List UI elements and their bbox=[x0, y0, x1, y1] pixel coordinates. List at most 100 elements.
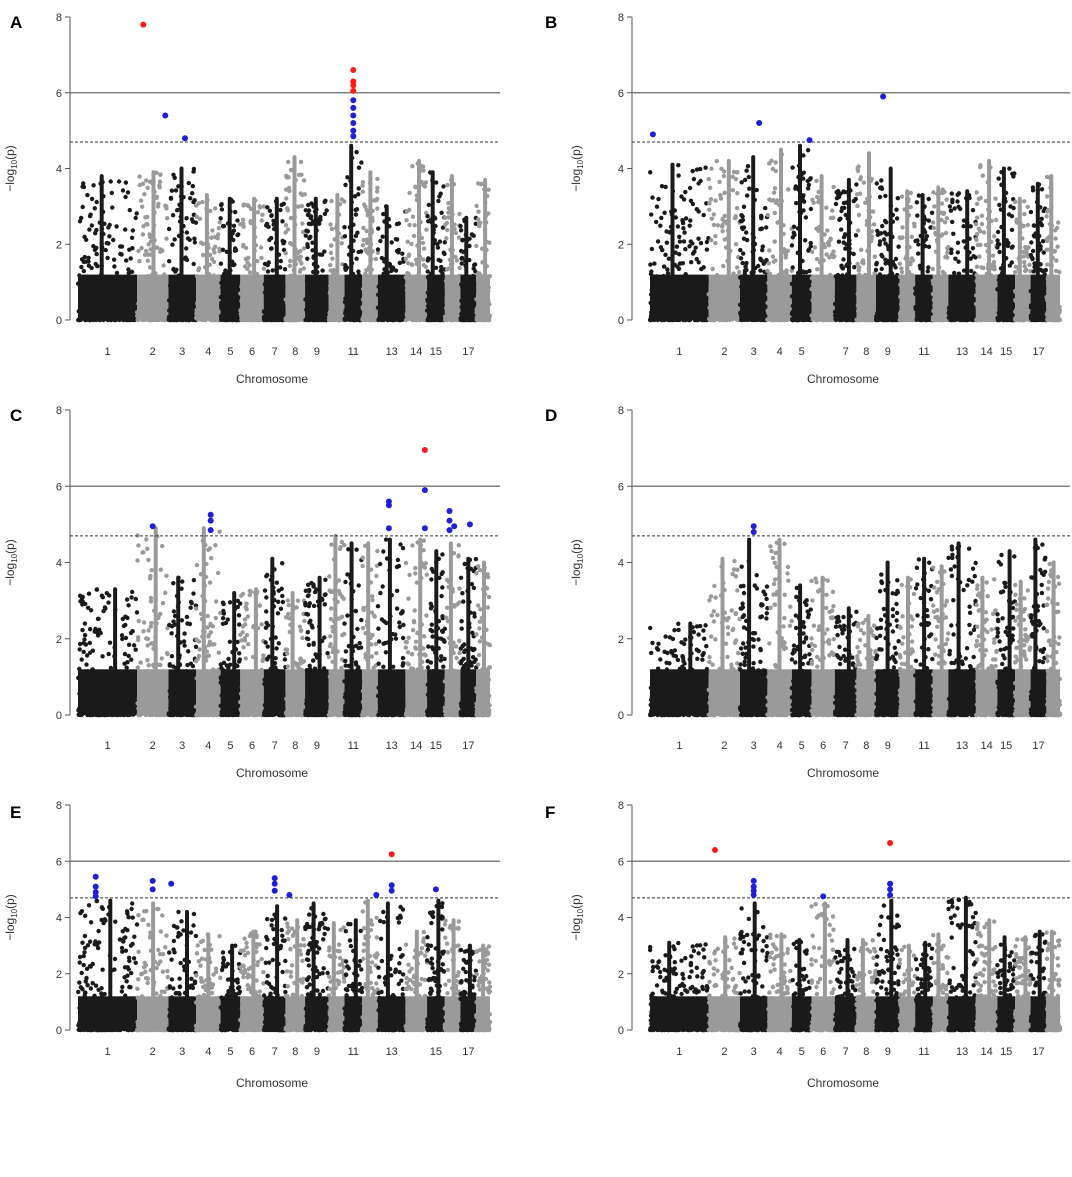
snp-point bbox=[169, 188, 175, 193]
snp-point bbox=[931, 220, 936, 225]
snp-point bbox=[738, 247, 743, 253]
snp-point bbox=[655, 239, 661, 244]
snp-point bbox=[740, 217, 746, 223]
snp-point bbox=[732, 215, 738, 221]
snp-point bbox=[406, 253, 411, 259]
snp-point bbox=[161, 263, 166, 268]
snp-point bbox=[373, 256, 379, 262]
suggestive-snp-point bbox=[182, 135, 188, 142]
suggestive-snp-point bbox=[350, 112, 357, 119]
snp-point bbox=[899, 266, 904, 271]
snp-density-band bbox=[168, 274, 196, 320]
snp-point bbox=[142, 192, 147, 197]
snp-point bbox=[831, 184, 836, 190]
snp-point bbox=[973, 222, 979, 227]
snp-point bbox=[426, 202, 431, 208]
snp-point bbox=[711, 222, 717, 228]
snp-point bbox=[423, 264, 428, 269]
snp-point bbox=[140, 204, 145, 209]
snp-point bbox=[659, 184, 665, 189]
snp-point bbox=[476, 209, 481, 214]
snp-point bbox=[168, 196, 174, 201]
snp-density-band bbox=[650, 274, 709, 320]
snp-point bbox=[664, 240, 670, 245]
snp-point bbox=[112, 264, 117, 269]
snp-point bbox=[859, 247, 864, 252]
snp-point bbox=[286, 159, 291, 165]
snp-point bbox=[909, 234, 914, 240]
snp-point bbox=[690, 251, 696, 256]
suggestive-snp-point bbox=[350, 120, 357, 126]
snp-point bbox=[354, 149, 359, 155]
snp-point bbox=[318, 217, 323, 222]
snp-point bbox=[81, 184, 87, 190]
snp-point bbox=[94, 251, 99, 257]
snp-point bbox=[701, 265, 706, 270]
snp-point bbox=[1007, 166, 1012, 171]
snp-point bbox=[158, 172, 163, 177]
snp-point bbox=[233, 246, 238, 251]
snp-point bbox=[145, 222, 150, 227]
snp-point bbox=[126, 267, 131, 272]
snp-point bbox=[285, 208, 291, 213]
snp-point bbox=[296, 172, 302, 178]
snp-point bbox=[863, 200, 868, 205]
y-tick-label: 4 bbox=[618, 164, 624, 176]
snp-point bbox=[259, 218, 264, 223]
snp-point bbox=[1013, 199, 1018, 205]
snp-point bbox=[218, 216, 223, 221]
snp-point bbox=[681, 239, 687, 244]
snp-point bbox=[828, 236, 833, 241]
snp-point bbox=[170, 242, 175, 247]
snp-point bbox=[426, 219, 431, 224]
snp-point bbox=[114, 224, 119, 229]
snp-point bbox=[172, 237, 177, 242]
snp-point bbox=[997, 249, 1002, 255]
y-tick-label: 8 bbox=[56, 12, 62, 24]
snp-point bbox=[236, 232, 241, 237]
snp-point bbox=[953, 256, 958, 261]
snp-point bbox=[884, 220, 889, 225]
snp-point bbox=[356, 186, 361, 191]
snp-density-band bbox=[196, 274, 221, 320]
snp-point bbox=[424, 227, 429, 232]
snp-point bbox=[1025, 204, 1031, 210]
snp-point bbox=[771, 190, 777, 195]
snp-point bbox=[474, 243, 479, 249]
snp-point bbox=[741, 204, 747, 209]
snp-point bbox=[746, 174, 751, 180]
snp-point bbox=[303, 233, 308, 238]
snp-point bbox=[956, 259, 961, 264]
snp-point bbox=[103, 247, 108, 253]
snp-point bbox=[708, 197, 714, 202]
snp-point bbox=[1021, 260, 1027, 265]
snp-density-band bbox=[915, 274, 933, 320]
snp-point bbox=[701, 212, 706, 218]
snp-point bbox=[130, 228, 136, 233]
snp-point bbox=[704, 239, 710, 245]
snp-point bbox=[879, 178, 884, 183]
snp-point bbox=[897, 261, 902, 266]
snp-point bbox=[703, 165, 708, 170]
snp-point bbox=[378, 238, 383, 244]
snp-point bbox=[720, 216, 725, 222]
snp-point bbox=[120, 188, 126, 193]
y-tick-label: 4 bbox=[56, 164, 62, 176]
snp-point bbox=[91, 183, 96, 188]
snp-point bbox=[758, 227, 763, 232]
snp-point bbox=[976, 196, 982, 202]
snp-point bbox=[286, 185, 292, 191]
snp-point bbox=[400, 251, 405, 256]
snp-point bbox=[856, 228, 861, 233]
snp-point bbox=[997, 202, 1002, 208]
snp-point bbox=[270, 268, 275, 273]
snp-point bbox=[77, 219, 83, 224]
snp-point bbox=[941, 211, 946, 217]
x-axis-title: Chromosome bbox=[236, 372, 308, 386]
snp-point bbox=[266, 260, 271, 265]
snp-point bbox=[836, 239, 842, 244]
snp-point bbox=[284, 196, 289, 201]
snp-point bbox=[265, 205, 270, 210]
snp-point bbox=[687, 223, 692, 228]
snp-point bbox=[687, 185, 693, 191]
